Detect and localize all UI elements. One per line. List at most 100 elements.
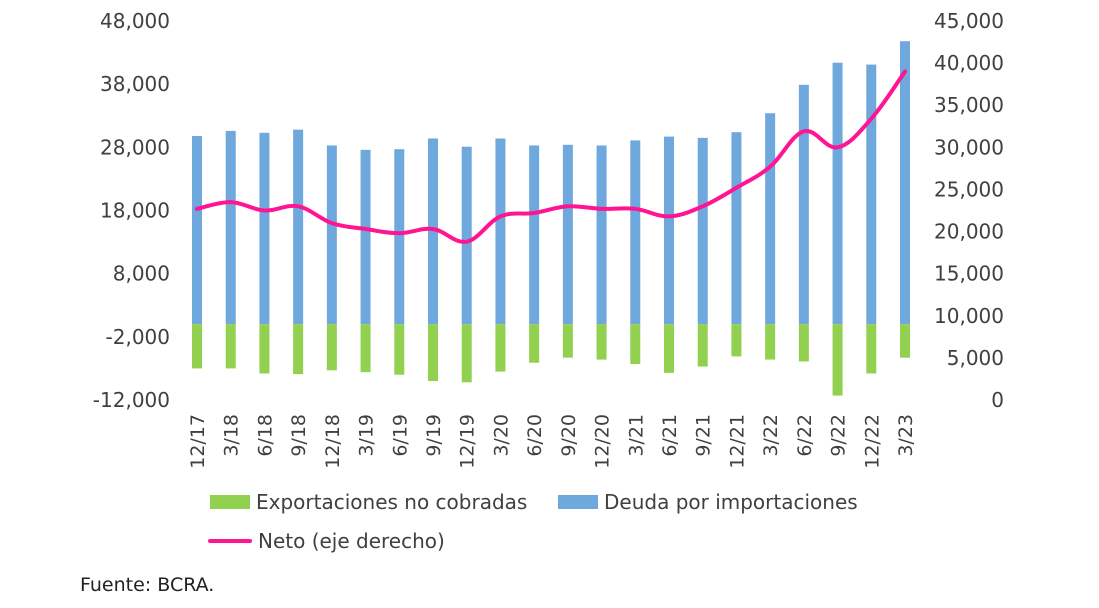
export-bar: [225, 324, 236, 369]
legend-item-net: Neto (eje derecho): [208, 529, 445, 553]
import-debt-bar: [832, 62, 843, 325]
import-debt-bar: [495, 138, 506, 325]
import-debt-bar: [798, 84, 809, 325]
import-debt-bar: [461, 146, 472, 325]
export-bar: [630, 324, 641, 364]
import-debt-bar: [360, 149, 371, 325]
export-bar: [900, 324, 910, 358]
export-bar: [326, 324, 337, 371]
import-debt-bar: [326, 145, 337, 325]
export-bar: [798, 324, 809, 362]
right-tick-label: 35,000: [934, 93, 1004, 117]
right-tick-label: 10,000: [934, 304, 1004, 328]
export-bar: [731, 324, 742, 357]
import-debt-bar: [731, 132, 742, 325]
x-tick-label: 6/22: [794, 414, 816, 457]
export-bar: [596, 324, 607, 360]
x-tick-label: 12/21: [726, 414, 748, 469]
x-tick-label: 12/18: [322, 414, 344, 469]
chart: 48,000 38,000 28,000 18,000 8,000 -2,000 -12,0…: [93, 9, 1004, 469]
x-tick-label: 3/20: [490, 414, 512, 457]
net-line-layer: [195, 69, 907, 244]
export-bar: [259, 324, 270, 374]
import-debt-bar: [900, 41, 910, 325]
left-tick-label: 18,000: [100, 199, 170, 223]
import-debt-bar: [394, 149, 405, 325]
legend-swatch-imports: [558, 495, 598, 509]
x-tick-label: 3/22: [760, 414, 782, 457]
x-tick-label: 9/18: [288, 414, 310, 457]
right-tick-label: 5,000: [947, 346, 1004, 370]
x-tick-label: 9/22: [828, 414, 850, 457]
legend-label-net: Neto (eje derecho): [258, 529, 445, 553]
x-tick-label: 3/23: [895, 414, 917, 457]
legend-item-imports: Deuda por importaciones: [558, 490, 858, 514]
right-tick-label: 25,000: [934, 177, 1004, 201]
export-bar: [192, 324, 202, 369]
import-debt-bar: [259, 132, 270, 325]
x-axis-ticks: 12/17 3/18 6/18 9/18 12/18 3/19 6/19 9/19 12/19 3…: [187, 414, 917, 469]
right-tick-label: 0: [991, 388, 1004, 412]
x-tick-label: 9/19: [423, 414, 445, 457]
export-bar: [664, 324, 674, 373]
import-debt-bar: [697, 137, 708, 325]
legend-swatch-exports: [210, 495, 250, 509]
export-bar: [461, 324, 472, 383]
left-tick-label: 8,000: [113, 262, 170, 286]
export-bar: [293, 324, 304, 375]
export-bar: [529, 324, 540, 363]
x-tick-label: 12/20: [592, 414, 614, 469]
x-tick-label: 3/21: [625, 414, 647, 457]
x-tick-label: 6/21: [659, 414, 681, 457]
left-tick-label: 48,000: [100, 9, 170, 33]
export-bar: [495, 324, 506, 372]
net-line: [195, 69, 907, 244]
export-bar: [697, 324, 708, 367]
x-tick-label: 12/22: [861, 414, 883, 469]
import-debt-bar: [562, 144, 573, 325]
import-debt-bar: [765, 113, 776, 325]
export-bar: [866, 324, 877, 374]
left-tick-label: -2,000: [106, 325, 170, 349]
import-debt-bar: [866, 64, 877, 325]
import-debt-bar: [225, 130, 236, 325]
export-bar: [832, 324, 843, 396]
export-bar: [360, 324, 371, 373]
x-tick-label: 6/19: [389, 414, 411, 457]
x-tick-label: 12/19: [457, 414, 479, 469]
right-tick-label: 15,000: [934, 262, 1004, 286]
right-tick-label: 40,000: [934, 51, 1004, 75]
import-debt-bar: [596, 145, 607, 325]
x-tick-label: 6/18: [254, 414, 276, 457]
right-tick-label: 30,000: [934, 135, 1004, 159]
left-tick-label: -12,000: [93, 388, 170, 412]
export-bar: [394, 324, 405, 375]
source-note: Fuente: BCRA.: [80, 574, 215, 596]
x-tick-label: 6/20: [524, 414, 546, 457]
right-axis-ticks: 45,000 40,000 35,000 30,000 25,000 20,000 15,0…: [934, 9, 1004, 412]
export-bar: [428, 324, 438, 382]
x-tick-label: 3/18: [221, 414, 243, 457]
import-debt-bar: [428, 138, 438, 325]
x-tick-label: 9/20: [558, 414, 580, 457]
x-tick-label: 12/17: [187, 414, 209, 469]
left-tick-label: 28,000: [100, 135, 170, 159]
left-axis-ticks: 48,000 38,000 28,000 18,000 8,000 -2,000 -12,0…: [93, 9, 170, 412]
import-debt-bar: [529, 145, 540, 325]
export-bar: [765, 324, 776, 360]
right-tick-label: 45,000: [934, 9, 1004, 33]
bars: [192, 41, 910, 396]
x-tick-label: 3/19: [356, 414, 378, 457]
import-debt-bar: [664, 136, 674, 325]
x-tick-label: 9/21: [693, 414, 715, 457]
import-debt-bar: [293, 129, 304, 325]
left-tick-label: 38,000: [100, 72, 170, 96]
legend-swatch-net: [208, 539, 252, 543]
right-tick-label: 20,000: [934, 220, 1004, 244]
legend-label-exports: Exportaciones no cobradas: [256, 490, 528, 514]
import-debt-bar: [192, 135, 202, 325]
legend-label-imports: Deuda por importaciones: [604, 490, 858, 514]
import-debt-bar: [630, 140, 641, 325]
legend-item-exports: Exportaciones no cobradas: [210, 490, 527, 514]
export-bar: [562, 324, 573, 358]
